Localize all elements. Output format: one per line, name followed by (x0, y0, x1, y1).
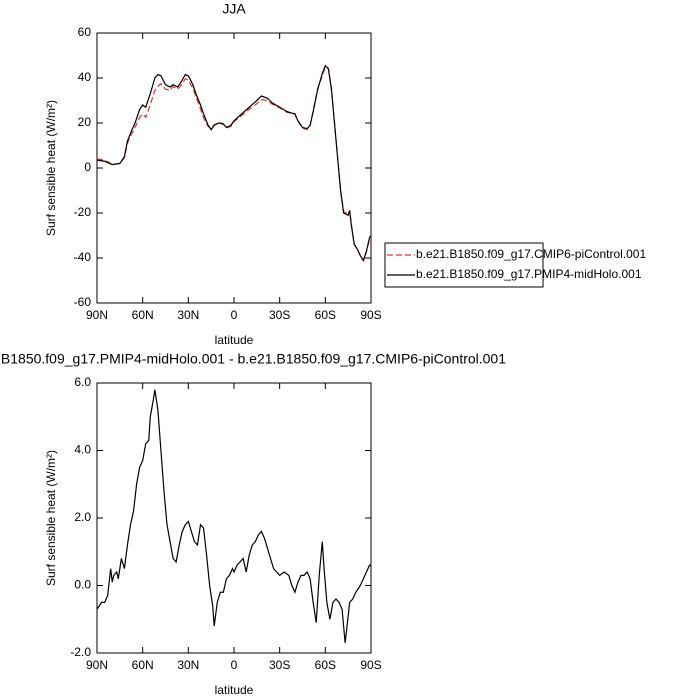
x-tick-label: 60N (132, 658, 154, 672)
x-tick-label: 90S (360, 658, 381, 672)
x-tick-label: 30N (177, 308, 199, 322)
y-tick-label: 2.0 (74, 510, 91, 524)
x-axis-label: latitude (215, 683, 254, 697)
y-axis-label: Surf sensible heat (W/m²) (44, 450, 58, 586)
x-tick-label: 0 (231, 658, 238, 672)
x-tick-label: 0 (231, 308, 238, 322)
y-tick-label: -2.0 (70, 645, 91, 659)
x-tick-label: 60S (315, 308, 336, 322)
plot-frame (96, 382, 372, 654)
y-tick-label: -60 (74, 295, 92, 309)
y-tick-label: 0 (84, 160, 91, 174)
y-tick-label: 6.0 (74, 375, 91, 389)
x-tick-label: 30S (269, 658, 290, 672)
chart-title: b.e21.B1850.f09_g17.PMIP4-midHolo.001 - … (0, 351, 506, 367)
x-tick-label: 90N (86, 308, 108, 322)
y-axis-label: Surf sensible heat (W/m²) (44, 100, 58, 236)
x-tick-label: 30S (269, 308, 290, 322)
x-tick-label: 60N (132, 308, 154, 322)
y-tick-label: 60 (78, 25, 92, 39)
legend-label: b.e21.B1850.f09_g17.CMIP6-piControl.001 (416, 247, 646, 261)
y-tick-label: 40 (78, 70, 92, 84)
x-tick-label: 60S (315, 658, 336, 672)
y-tick-label: -40 (74, 250, 92, 264)
data-line (96, 389, 371, 643)
x-tick-label: 90S (360, 308, 381, 322)
x-tick-label: 90N (86, 658, 108, 672)
y-tick-label: 4.0 (74, 443, 91, 457)
y-tick-label: 20 (78, 115, 92, 129)
y-tick-label: 0.0 (74, 578, 91, 592)
legend-label: b.e21.B1850.f09_g17.PMIP4-midHolo.001 (416, 267, 642, 281)
x-axis-label: latitude (215, 333, 254, 347)
plot-frame (96, 32, 372, 304)
data-line (96, 64, 372, 262)
y-tick-label: -20 (74, 205, 92, 219)
legend-box (384, 242, 544, 288)
data-line (96, 65, 372, 263)
x-tick-label: 30N (177, 658, 199, 672)
chart-title: JJA (222, 1, 246, 17)
